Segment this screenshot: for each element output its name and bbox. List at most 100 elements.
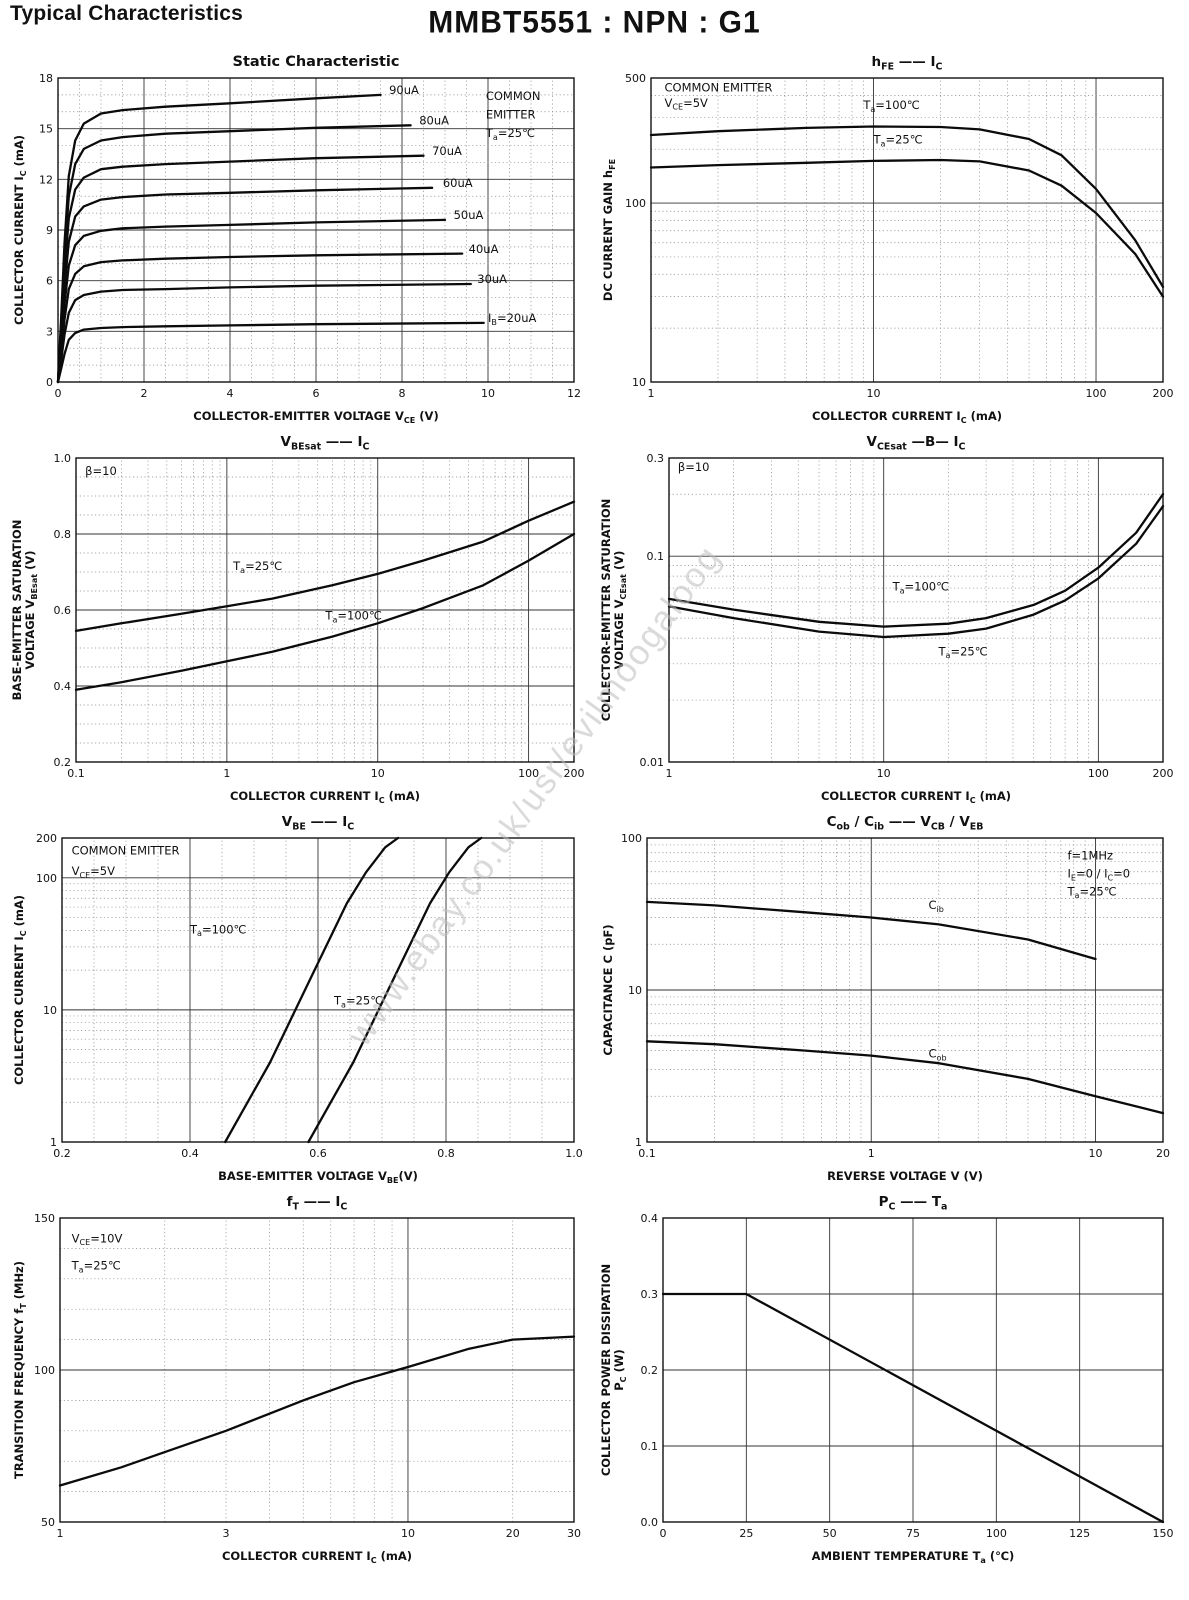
svg-text:100: 100 [36,872,57,885]
svg-text:f=1MHz: f=1MHz [1067,849,1113,863]
svg-text:0.0: 0.0 [640,1516,658,1529]
svg-text:0.6: 0.6 [54,604,72,617]
svg-text:0.1: 0.1 [68,767,86,780]
svg-text:COLLECTOR CURRENT IC (mA): COLLECTOR CURRENT IC (mA) [222,1549,412,1565]
svg-text:3: 3 [46,325,53,338]
chart-ft-vs-ic: 1 3 10 20 30 50 100 150 COLLECTOR CURRENT IC (mA… [8,1188,593,1568]
svg-text:VOLTAGE VCEsat (V): VOLTAGE VCEsat (V) [612,551,628,670]
svg-text:PC —— Ta: PC —— Ta [878,1194,947,1212]
svg-text:VOLTAGE VBEsat (V): VOLTAGE VBEsat (V) [23,550,39,669]
svg-text:50: 50 [822,1527,836,1540]
svg-text:6: 6 [313,387,320,400]
svg-text:Cob / Cib —— VCB / VEB: Cob / Cib —— VCB / VEB [826,814,983,832]
svg-text:9: 9 [46,224,53,237]
charts-grid: 0 2 4 6 8 10 12 0 3 6 9 12 15 18 COLLECTOR-EMITTER VOL… [0,48,1189,1568]
svg-text:1.0: 1.0 [54,452,72,465]
svg-text:12: 12 [567,387,581,400]
svg-text:EMITTER: EMITTER [486,108,536,122]
svg-text:1: 1 [647,387,654,400]
svg-text:COLLECTOR-EMITTER VOLTAGE VC: COLLECTOR-EMITTER VOLTAGE VCE (V) [194,409,439,425]
svg-text:50: 50 [41,1516,55,1529]
svg-text:AMBIENT TEMPERATURE Ta (℃): AMBIENT TEMPERATURE Ta (℃) [811,1549,1014,1565]
svg-text:10: 10 [481,387,495,400]
svg-text:COLLECTOR CURRENT IC (mA): COLLECTOR CURRENT IC (mA) [230,789,420,805]
svg-text:200: 200 [1152,387,1173,400]
svg-text:100: 100 [625,197,646,210]
svg-text:20: 20 [1156,1147,1170,1160]
chart-hfe-vs-ic: 1 10 100 200 10 100 500 COLLECTOR CURRENT IC (m… [597,48,1182,428]
svg-text:1.0: 1.0 [566,1147,584,1160]
svg-text:DC CURRENT GAIN hFE: DC CURRENT GAIN hFE [601,159,617,301]
svg-text:VCE=5V: VCE=5V [664,96,708,112]
svg-text:3: 3 [223,1527,230,1540]
svg-text:0.3: 0.3 [640,1288,658,1301]
svg-text:100: 100 [621,832,642,845]
svg-text:0: 0 [659,1527,666,1540]
svg-text:1: 1 [50,1136,57,1149]
part-number-title: MMBT5551 : NPN : G1 [428,5,761,40]
svg-text:0: 0 [55,387,62,400]
svg-text:40uA: 40uA [469,242,499,256]
svg-text:0.6: 0.6 [310,1147,328,1160]
svg-text:0.1: 0.1 [646,550,664,563]
svg-text:Cob: Cob [928,1046,946,1062]
svg-text:0.2: 0.2 [54,756,72,769]
svg-text:COLLECTOR CURRENT IC (mA): COLLECTOR CURRENT IC (mA) [812,409,1002,425]
svg-text:0.2: 0.2 [54,1147,72,1160]
svg-text:REVERSE VOLTAGE V (V): REVERSE VOLTAGE V (V) [827,1169,983,1183]
svg-text:80uA: 80uA [419,113,449,127]
svg-text:4: 4 [227,387,234,400]
svg-text:Cib: Cib [928,898,943,914]
svg-text:Ta=25℃: Ta=25℃ [71,1259,121,1275]
svg-text:125: 125 [1069,1527,1090,1540]
svg-text:0.2: 0.2 [640,1364,658,1377]
svg-text:0.3: 0.3 [646,452,664,465]
svg-text:VCEsat —B— IC: VCEsat —B— IC [866,434,965,452]
svg-text:0.1: 0.1 [638,1147,656,1160]
svg-text:1: 1 [224,767,231,780]
svg-text:10: 10 [632,376,646,389]
svg-text:0.8: 0.8 [54,528,72,541]
svg-text:30uA: 30uA [478,272,508,286]
svg-text:18: 18 [39,72,53,85]
svg-text:PC (W): PC (W) [612,1349,628,1391]
svg-text:Ta=25℃: Ta=25℃ [232,559,282,575]
svg-text:2: 2 [141,387,148,400]
svg-text:100: 100 [1085,387,1106,400]
chart-svg-vcesat-vs-ic: 1 10 100 200 0.01 0.1 0.3 COLLECTOR CURRENT IC … [599,434,1174,805]
svg-text:0: 0 [46,376,53,389]
svg-text:0.8: 0.8 [438,1147,456,1160]
svg-text:COLLECTOR CURRENT IC (mA): COLLECTOR CURRENT IC (mA) [821,789,1011,805]
chart-static-characteristic: 0 2 4 6 8 10 12 0 3 6 9 12 15 18 COLLECTOR-EMITTER VOL… [8,48,593,428]
svg-text:500: 500 [625,72,646,85]
svg-text:COLLECTOR-EMITTER SATURATION: COLLECTOR-EMITTER SATURATION [599,499,613,722]
chart-svg-pc-vs-ta: 0 25 50 75 100 125 150 0.0 0.1 0.2 0.3 0.4 AMBIENT T… [599,1194,1174,1565]
svg-text:1: 1 [665,767,672,780]
svg-text:10: 10 [876,767,890,780]
svg-text:100: 100 [34,1364,55,1377]
section-heading: Typical Characteristics [10,2,243,25]
svg-text:Static Characteristic: Static Characteristic [233,54,400,70]
svg-text:70uA: 70uA [432,144,462,158]
svg-text:150: 150 [1152,1527,1173,1540]
svg-text:0.4: 0.4 [640,1212,658,1225]
svg-text:0.1: 0.1 [640,1440,658,1453]
svg-text:COLLECTOR CURRENT IC (mA): COLLECTOR CURRENT IC (mA) [12,135,28,325]
chart-vcesat-vs-ic: 1 10 100 200 0.01 0.1 0.3 COLLECTOR CURRENT IC … [597,428,1182,808]
svg-text:75: 75 [906,1527,920,1540]
svg-text:VCE=10V: VCE=10V [72,1231,123,1247]
svg-text:Ta=25℃: Ta=25℃ [937,644,987,660]
svg-text:Ta=100℃: Ta=100℃ [862,98,920,114]
svg-text:25: 25 [739,1527,753,1540]
chart-svg-ft-vs-ic: 1 3 10 20 30 50 100 150 COLLECTOR CURRENT IC (mA… [12,1194,581,1565]
svg-text:10: 10 [1088,1147,1102,1160]
svg-text:hFE —— IC: hFE —— IC [871,54,942,72]
svg-text:10: 10 [401,1527,415,1540]
svg-text:100: 100 [1088,767,1109,780]
chart-pc-vs-ta: 0 25 50 75 100 125 150 0.0 0.1 0.2 0.3 0.4 AMBIENT T… [597,1188,1182,1568]
svg-text:150: 150 [34,1212,55,1225]
svg-text:0.4: 0.4 [182,1147,200,1160]
svg-text:CAPACITANCE C (pF): CAPACITANCE C (pF) [601,924,615,1055]
